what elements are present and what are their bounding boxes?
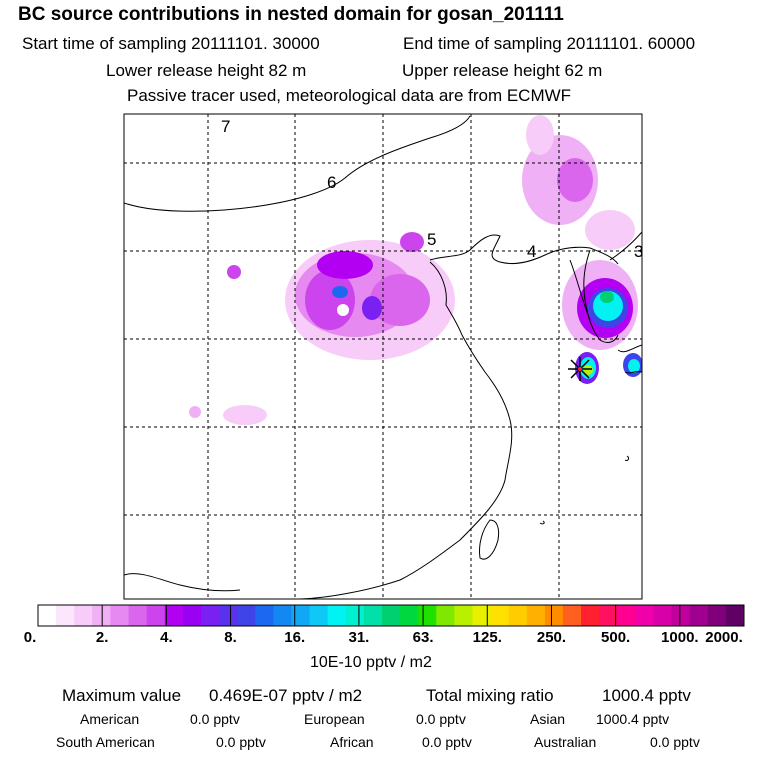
region-value-european: 0.0 pptv [416, 711, 466, 727]
colorbar-swatch [490, 605, 510, 626]
lower-height-label: Lower release height 82 m [106, 61, 307, 80]
colorbar-swatch [381, 605, 401, 626]
colorbar-swatch [400, 605, 419, 626]
colorbar-swatch [508, 605, 528, 626]
trajectory-label-3: 3 [634, 242, 643, 261]
colorbar-tick-label: 2000. [705, 629, 743, 646]
colorbar-swatch [128, 605, 148, 626]
colorbar-swatch [671, 605, 691, 626]
map-frame [123, 113, 643, 600]
colorbar-swatch [56, 605, 75, 626]
colorbar-swatch [92, 605, 111, 626]
colorbar-tick-label: 0. [23, 629, 37, 646]
region-value-african: 0.0 pptv [422, 734, 472, 750]
colorbar-swatch [707, 605, 727, 626]
region-name-south-american: South American [56, 734, 155, 750]
colorbar-swatch [255, 605, 274, 626]
colorbar-swatch [273, 605, 292, 626]
colorbar-tick-label: 250. [536, 629, 567, 646]
coastlines [124, 115, 642, 599]
max-value-label: Maximum value [62, 686, 182, 705]
map-plot-area: 7 6 5 4 3 [124, 114, 643, 599]
colorbar-tick-label: 2. [95, 629, 109, 646]
colorbar-swatch [363, 605, 383, 626]
colorbar-swatch [599, 605, 618, 626]
colorbar-swatch [146, 605, 166, 626]
max-value: 0.469E-07 pptv / m2 [209, 686, 363, 705]
colorbar-tick-label: 500. [601, 629, 631, 646]
region-name-asian: Asian [530, 711, 566, 727]
colorbar-tick-label: 125. [472, 629, 502, 646]
region-value-asian: 1000.4 pptv [596, 711, 670, 727]
region-value-south-american: 0.0 pptv [216, 734, 266, 750]
tracer-note: Passive tracer used, meteorological data… [127, 86, 572, 105]
trajectory-label-5: 5 [427, 230, 436, 249]
colorbar-swatch [38, 605, 57, 626]
colorbar-units: 10E-10 pptv / m2 [310, 654, 432, 671]
colorbar-swatch [327, 605, 347, 626]
colorbar-swatch [291, 605, 311, 626]
upper-height-label: Upper release height 62 m [402, 61, 603, 80]
plot-title: BC source contributions in nested domain… [18, 4, 564, 25]
colorbar-swatch [544, 605, 564, 626]
colorbar-swatch [74, 605, 93, 626]
colorbar-swatch [472, 605, 492, 626]
colorbar-tick-label: 31. [348, 629, 370, 646]
colorbar-swatch [200, 605, 220, 626]
colorbar-tick-label: 16. [284, 629, 306, 646]
colorbar-swatch [454, 605, 473, 626]
colorbar-tick-label: 1000. [661, 629, 699, 646]
concentration-field [189, 115, 642, 425]
colorbar-swatch [653, 605, 673, 626]
colorbar-swatch [164, 605, 184, 626]
colorbar-swatch [617, 605, 636, 626]
colorbar-swatch [309, 605, 329, 626]
trajectory-label-4: 4 [527, 242, 536, 261]
region-value-american: 0.0 pptv [190, 711, 240, 727]
colorbar [38, 605, 745, 626]
colorbar-swatch [110, 605, 130, 626]
region-name-american: American [80, 711, 140, 727]
total-mixing-ratio-label: Total mixing ratio [426, 686, 554, 705]
colorbar-swatch [418, 605, 437, 626]
colorbar-swatch [562, 605, 582, 626]
colorbar-tick-label: 4. [160, 629, 173, 646]
colorbar-swatch [526, 605, 546, 626]
colorbar-swatch [635, 605, 654, 626]
colorbar-tick-label: 8. [224, 629, 237, 646]
colorbar-tick-label: 63. [412, 629, 434, 646]
end-time-label: End time of sampling 20111101. 60000 [403, 34, 696, 53]
start-time-label: Start time of sampling 20111101. 30000 [22, 34, 320, 53]
region-name-european: European [304, 711, 365, 727]
region-name-african: African [330, 734, 374, 750]
trajectory-label-6: 6 [327, 173, 336, 192]
lat-lon-grid [124, 114, 642, 599]
colorbar-swatch [436, 605, 455, 626]
trajectory-labels: 7 6 5 4 3 [221, 117, 643, 261]
receptor-star-icon [568, 357, 592, 381]
region-value-australian: 0.0 pptv [650, 734, 700, 750]
colorbar-swatch [581, 605, 600, 626]
region-name-australian: Australian [534, 734, 597, 750]
trajectory-label-7: 7 [221, 117, 230, 136]
colorbar-swatch [725, 605, 745, 626]
total-mixing-ratio-value: 1000.4 pptv [602, 686, 691, 705]
colorbar-swatch [237, 605, 256, 626]
colorbar-swatch [345, 605, 365, 626]
colorbar-frame [37, 604, 745, 627]
colorbar-swatch [219, 605, 238, 626]
colorbar-swatch [182, 605, 202, 626]
colorbar-swatch [689, 605, 709, 626]
